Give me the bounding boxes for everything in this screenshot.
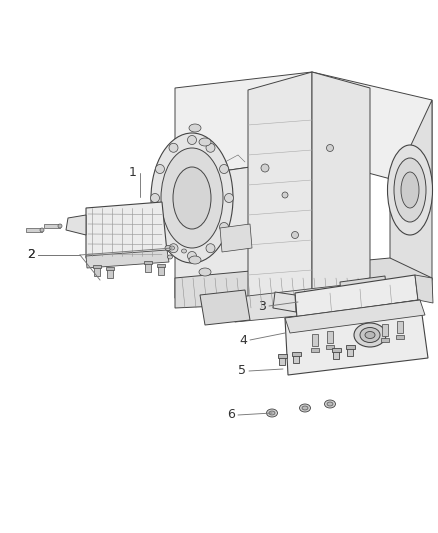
Bar [107, 268, 113, 278]
Ellipse shape [360, 327, 380, 343]
Polygon shape [312, 72, 370, 295]
Ellipse shape [151, 133, 233, 263]
Bar [293, 353, 299, 363]
Bar [144, 261, 152, 264]
Ellipse shape [40, 228, 44, 232]
Polygon shape [66, 215, 86, 235]
Text: 2: 2 [27, 248, 35, 262]
Ellipse shape [161, 148, 223, 248]
Polygon shape [220, 224, 252, 252]
Ellipse shape [354, 323, 386, 347]
Ellipse shape [219, 165, 229, 174]
Ellipse shape [189, 124, 201, 132]
Polygon shape [248, 72, 312, 312]
Ellipse shape [58, 224, 62, 228]
Bar [106, 267, 114, 270]
Ellipse shape [266, 409, 278, 417]
Bar [158, 265, 164, 275]
Ellipse shape [325, 400, 336, 408]
Ellipse shape [155, 222, 164, 231]
Bar [382, 324, 388, 336]
Polygon shape [200, 290, 250, 325]
Text: 3: 3 [258, 300, 266, 312]
Ellipse shape [155, 165, 164, 174]
Polygon shape [390, 100, 432, 300]
Polygon shape [273, 292, 296, 312]
Bar [347, 346, 353, 356]
Bar [333, 349, 339, 359]
Text: 1: 1 [129, 166, 137, 180]
Bar [145, 262, 151, 272]
Polygon shape [86, 250, 169, 268]
Ellipse shape [206, 143, 215, 152]
Polygon shape [230, 282, 380, 322]
Ellipse shape [151, 193, 159, 203]
Ellipse shape [394, 158, 426, 222]
Bar [312, 334, 318, 346]
Ellipse shape [300, 404, 311, 412]
Polygon shape [285, 300, 428, 375]
Bar [311, 348, 319, 352]
Ellipse shape [365, 332, 375, 338]
Ellipse shape [261, 164, 269, 172]
Polygon shape [295, 275, 418, 318]
Ellipse shape [292, 231, 299, 238]
Text: 4: 4 [239, 334, 247, 346]
Bar [327, 331, 333, 343]
Ellipse shape [199, 138, 211, 146]
Polygon shape [86, 202, 167, 260]
Bar [94, 266, 100, 276]
Ellipse shape [302, 406, 308, 410]
Bar [26, 228, 42, 232]
Ellipse shape [189, 256, 201, 264]
Bar [157, 264, 165, 267]
Ellipse shape [187, 252, 197, 261]
Polygon shape [285, 300, 425, 333]
Ellipse shape [187, 135, 197, 144]
Ellipse shape [169, 143, 178, 152]
Ellipse shape [181, 249, 187, 253]
Bar [326, 345, 334, 349]
Ellipse shape [269, 411, 275, 415]
Polygon shape [415, 275, 433, 303]
Ellipse shape [327, 402, 333, 406]
Polygon shape [340, 276, 388, 314]
Bar [332, 348, 340, 352]
Ellipse shape [282, 192, 288, 198]
Text: 5: 5 [238, 365, 246, 377]
Bar [397, 321, 403, 333]
Text: 6: 6 [227, 408, 235, 422]
Bar [346, 345, 354, 349]
Polygon shape [175, 72, 432, 190]
Bar [93, 265, 101, 268]
Bar [381, 338, 389, 342]
Bar [279, 355, 285, 365]
Bar [278, 354, 286, 358]
Ellipse shape [326, 144, 333, 151]
Ellipse shape [167, 255, 173, 259]
Ellipse shape [219, 222, 229, 231]
Bar [396, 335, 404, 339]
Bar [44, 224, 60, 228]
Bar [292, 352, 300, 356]
Polygon shape [175, 158, 312, 310]
Ellipse shape [169, 244, 178, 253]
Ellipse shape [170, 246, 174, 250]
Ellipse shape [206, 244, 215, 253]
Ellipse shape [401, 172, 419, 208]
Ellipse shape [388, 145, 432, 235]
Ellipse shape [225, 193, 233, 203]
Text: 2: 2 [27, 248, 35, 262]
Polygon shape [175, 258, 432, 308]
Ellipse shape [165, 246, 171, 251]
Ellipse shape [173, 167, 211, 229]
Ellipse shape [199, 268, 211, 276]
